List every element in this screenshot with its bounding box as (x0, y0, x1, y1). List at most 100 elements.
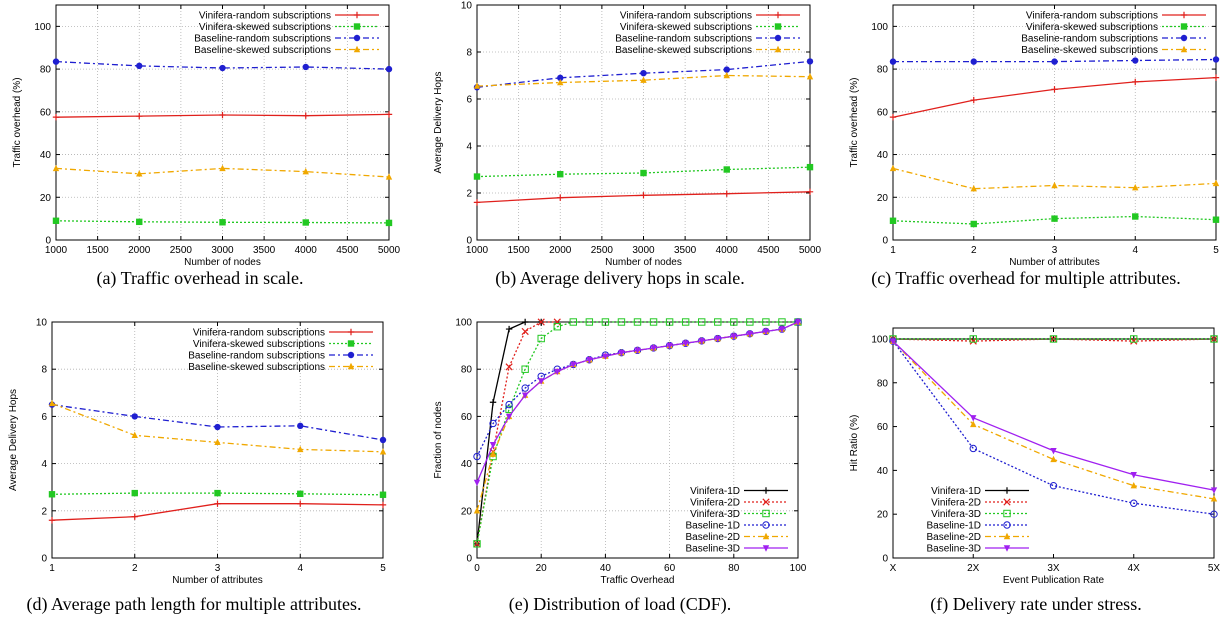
data-point (746, 318, 754, 326)
y-tick-label: 80 (877, 378, 889, 389)
data-point (48, 517, 56, 524)
y-tick-label: 0 (41, 554, 47, 565)
x-tick-label: X (890, 563, 897, 574)
legend: Vinifera-random subscriptionsVinifera-sk… (188, 328, 373, 373)
data-point (48, 491, 56, 498)
legend-marker (762, 521, 770, 529)
legend-label: Vinifera-random subscriptions (1026, 11, 1158, 22)
series-3 (889, 56, 1220, 65)
series-line (476, 166, 811, 178)
legend-marker (762, 532, 770, 540)
data-point (131, 431, 138, 438)
y-tick-label: 60 (461, 412, 473, 423)
data-point (557, 78, 564, 86)
data-point (889, 58, 897, 65)
data-point (385, 219, 393, 227)
data-point (1132, 213, 1139, 220)
legend-label: Vinifera-random subscriptions (193, 328, 325, 339)
plot-frame (476, 321, 799, 559)
legend-label: Vinifera-3D (690, 509, 740, 520)
data-point (723, 71, 730, 79)
y-tick-label: 0 (466, 554, 472, 565)
y-axis-label: Fraction of nodes (433, 401, 444, 478)
x-tick-label: 2000 (128, 245, 151, 256)
data-point (302, 63, 309, 71)
data-point (569, 318, 577, 326)
data-point (889, 113, 897, 121)
data-point (794, 319, 802, 326)
data-point (302, 167, 309, 175)
data-point (48, 399, 56, 407)
data-point (537, 318, 545, 326)
data-point (521, 327, 529, 336)
y-tick-label: 80 (461, 365, 473, 376)
x-tick-label: 1 (890, 245, 896, 256)
legend-label: Vinifera-skewed subscriptions (1026, 22, 1158, 33)
data-point (1210, 510, 1218, 518)
series-line (892, 340, 1215, 500)
caption-a: (a) Traffic overhead in scale. (96, 268, 304, 288)
data-point (778, 318, 786, 326)
data-point (649, 318, 658, 326)
x-tick-label: 1000 (45, 245, 68, 256)
data-point (602, 353, 609, 360)
y-axis-label: Hit Ratio (%) (849, 415, 860, 472)
data-point (1130, 472, 1137, 479)
data-point (553, 323, 561, 331)
data-point (136, 218, 143, 226)
data-point (1050, 455, 1057, 463)
legend-marker (347, 328, 355, 336)
data-point (634, 347, 641, 355)
legend-marker (774, 11, 782, 19)
legend-marker (1003, 509, 1011, 518)
legend-marker (774, 23, 782, 30)
data-point (554, 368, 561, 376)
x-tick-label: 0 (474, 563, 480, 574)
y-tick-label: 2 (41, 506, 47, 517)
y-tick-label: 6 (466, 95, 472, 106)
series-5 (473, 318, 802, 514)
y-tick-label: 4 (41, 459, 47, 470)
y-tick-label: 60 (877, 107, 889, 118)
series-line (476, 321, 799, 483)
y-tick-label: 20 (461, 506, 473, 517)
data-point (1051, 86, 1058, 93)
data-point (889, 338, 897, 345)
y-tick-label: 8 (41, 365, 47, 376)
legend-label: Vinifera-1D (931, 486, 981, 497)
y-tick-label: 40 (877, 150, 889, 161)
legend-marker (353, 23, 361, 30)
x-tick-label: 4500 (757, 245, 780, 256)
y-tick-label: 40 (877, 466, 889, 477)
y-tick-label: 100 (455, 318, 472, 329)
legend-marker (774, 45, 782, 53)
data-point (762, 318, 770, 326)
data-point (214, 438, 221, 446)
x-axis-label: Number of nodes (605, 257, 682, 268)
x-tick-label: 100 (790, 563, 807, 574)
caption-d: (d) Average path length for multiple att… (26, 594, 362, 614)
data-point (1210, 487, 1218, 494)
data-point (1212, 179, 1220, 187)
legend-marker (353, 45, 361, 53)
data-point (1130, 482, 1137, 489)
x-tick-label: 1000 (466, 245, 489, 256)
data-point (617, 318, 626, 326)
legend-label: Vinifera-random subscriptions (199, 11, 331, 22)
data-point (557, 74, 564, 82)
legend-label: Baseline-random subscriptions (194, 34, 331, 45)
y-tick-label: 20 (40, 193, 52, 204)
x-tick-label: 2000 (549, 245, 572, 256)
data-point (778, 326, 786, 333)
legend-marker (347, 351, 355, 359)
chart-f: X 2X 3X 4X 5X 0 20 40 60 80 100 Event Publication R… (849, 327, 1221, 586)
data-point (714, 335, 721, 343)
x-tick-label: 5X (1208, 563, 1221, 574)
x-axis-label: Number of nodes (184, 257, 261, 268)
x-tick-label: 3500 (674, 245, 697, 256)
data-point (521, 365, 529, 373)
legend-label: Baseline-random subscriptions (188, 351, 325, 362)
series-3 (473, 58, 814, 91)
data-point (1132, 183, 1139, 191)
data-point (131, 413, 138, 420)
